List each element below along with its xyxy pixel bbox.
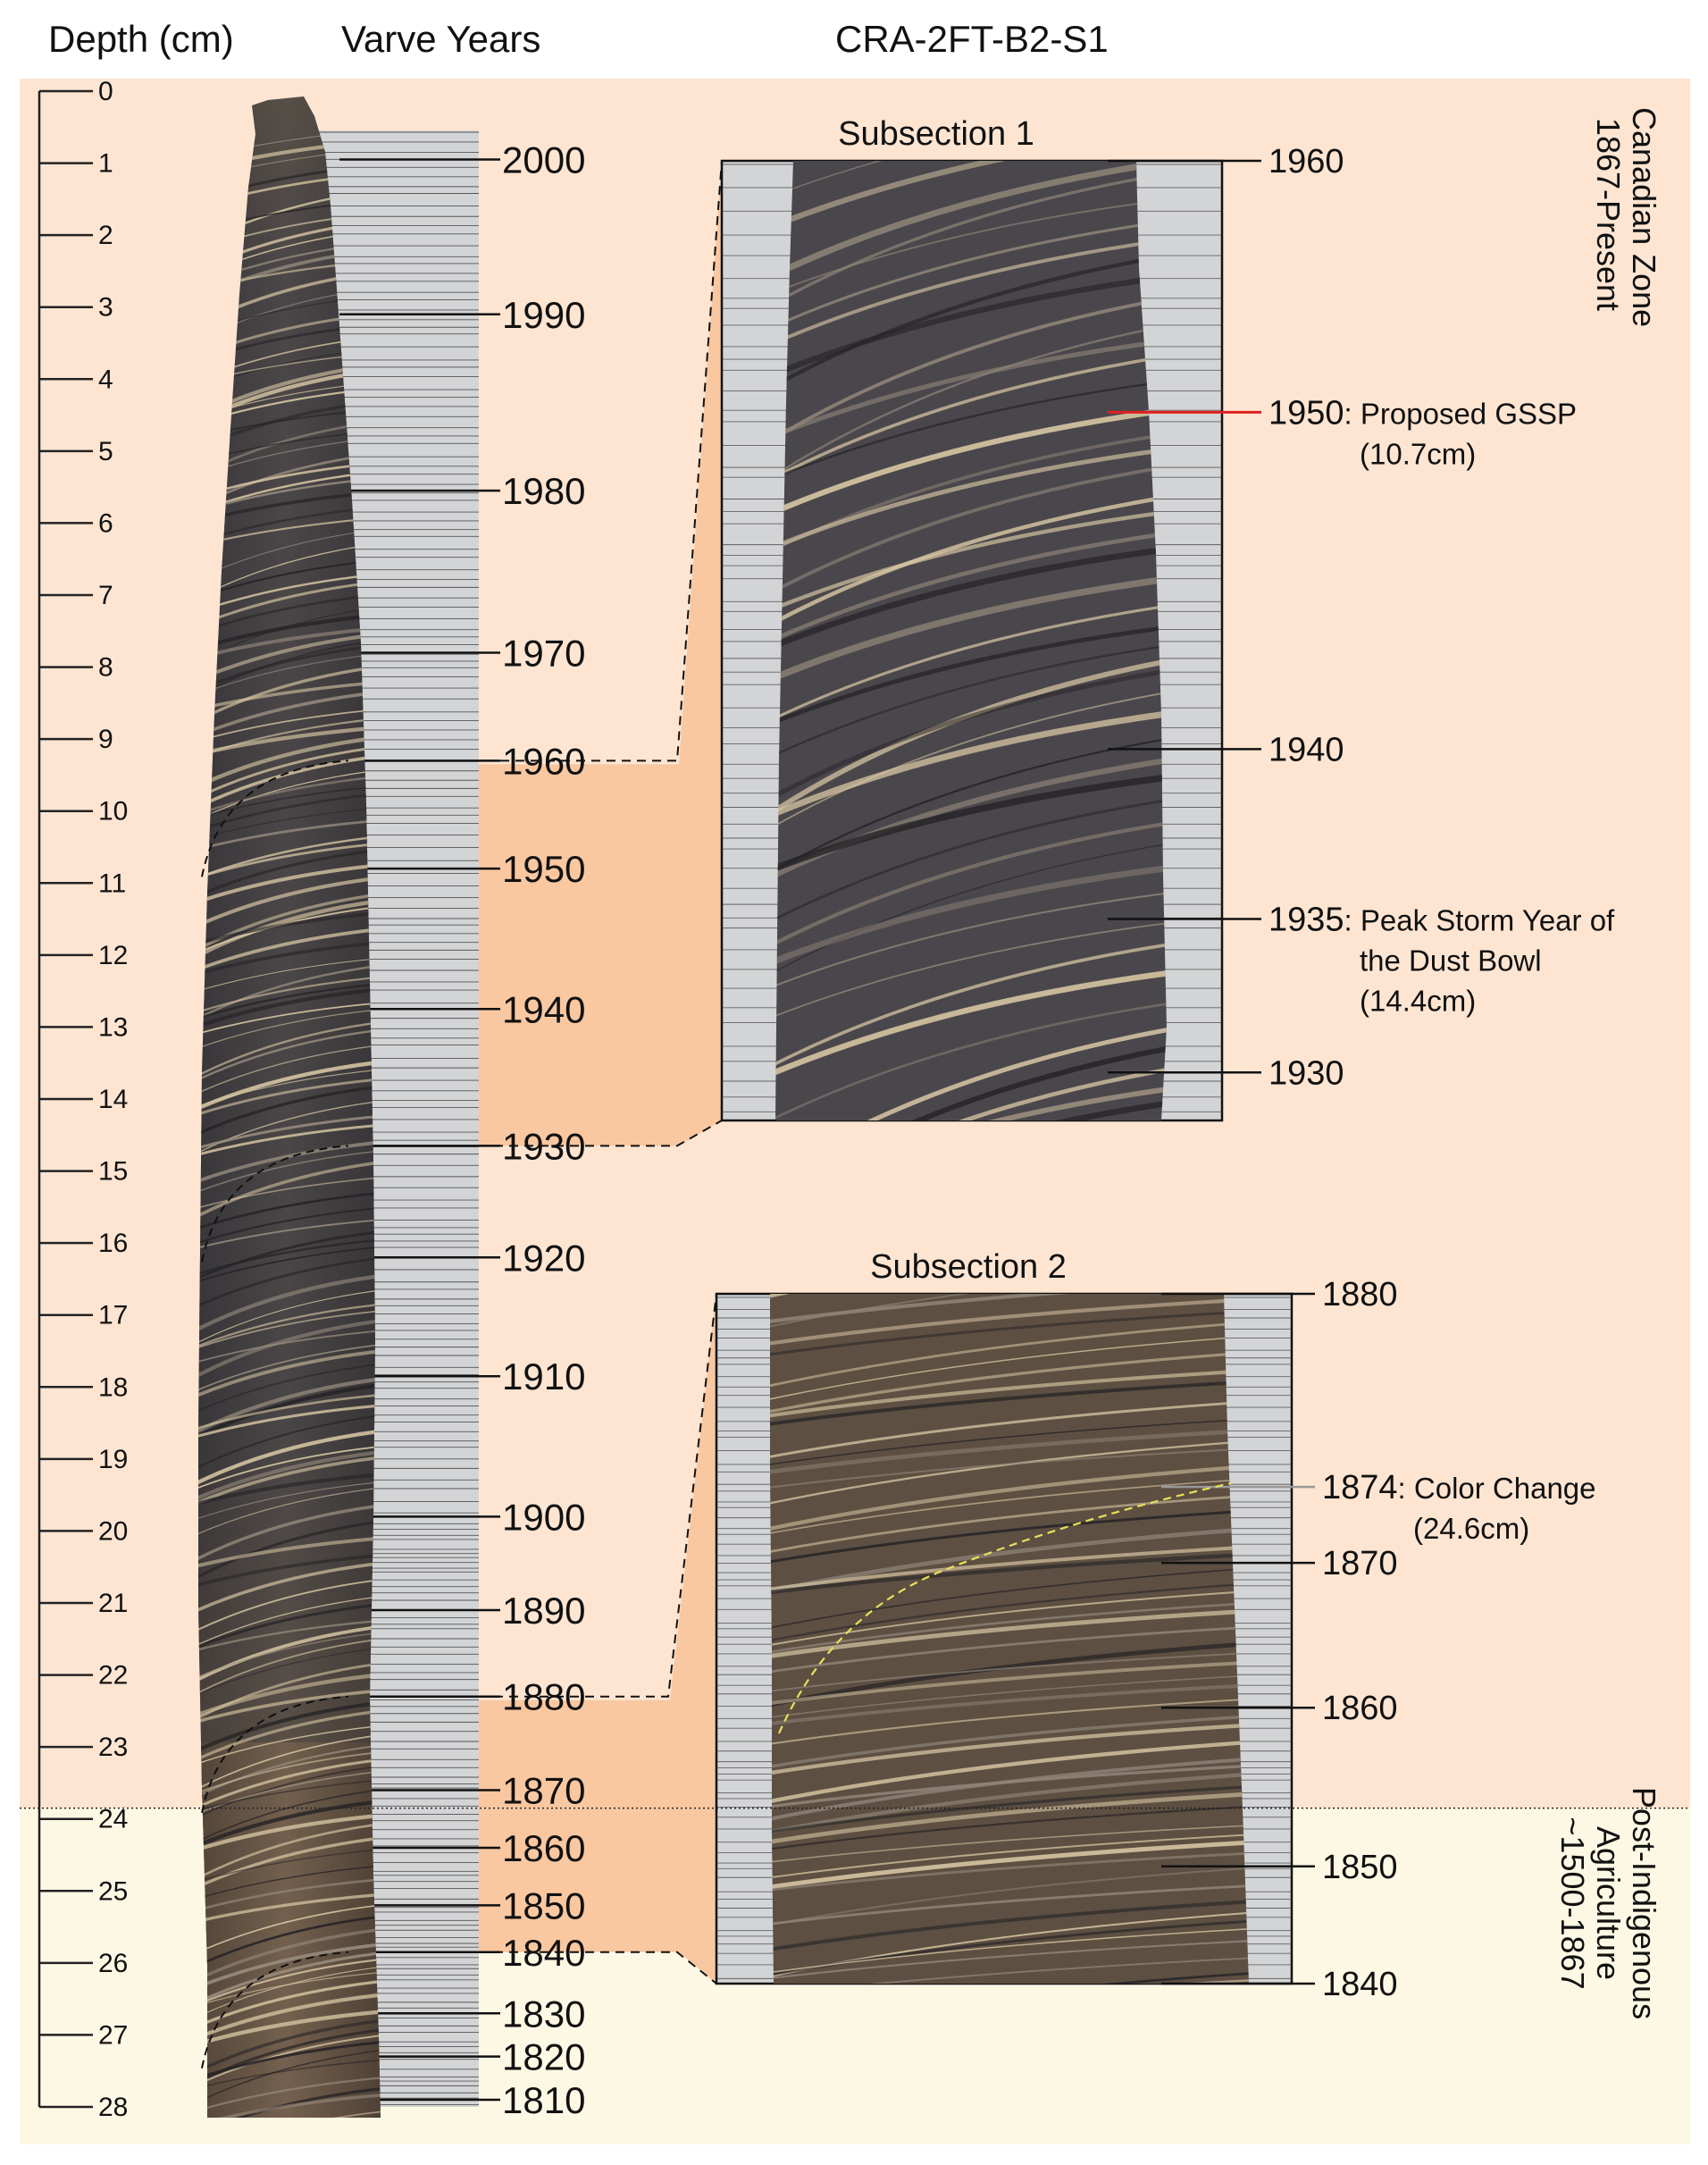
core-guide-1960: [201, 759, 349, 877]
varve-year-label: 1850: [502, 1884, 585, 1926]
subsection-year-label: 1880: [1322, 1276, 1398, 1313]
core-guide-1840: [201, 1951, 349, 2068]
varve-year-label: 1940: [502, 988, 585, 1030]
depth-axis: 0123456789101112131415161718192021222324…: [38, 77, 128, 2122]
subsection-year-label: 1840: [1322, 1966, 1398, 2003]
varve-year-label: 1910: [502, 1355, 585, 1397]
subsection-year-label: 1930: [1268, 1054, 1344, 1092]
core-guide-1880: [201, 1695, 349, 1813]
depth-tick-label: 13: [98, 1012, 128, 1042]
varve-year-label: 1890: [502, 1590, 585, 1632]
varve-year-label: 1820: [502, 2036, 585, 2078]
varve-year-label: 1930: [502, 1125, 585, 1167]
depth-tick-label: 26: [98, 1949, 128, 1978]
varve-year-label: 2000: [502, 139, 585, 181]
depth-tick-label: 21: [98, 1589, 128, 1618]
varve-year-label: 1840: [502, 1932, 585, 1974]
depth-axis-header: Depth (cm): [48, 18, 234, 60]
depth-tick-label: 9: [98, 725, 113, 754]
varve-year-label: 1830: [502, 1993, 585, 2035]
color-change-guide: [777, 1481, 1232, 1734]
zone-label-post-indigenous: Post-Indigenous Agriculture ~1500-1867: [1554, 1786, 1662, 2020]
depth-tick-label: 24: [98, 1805, 128, 1834]
varve-year-label: 1980: [502, 470, 585, 512]
subsection-year-label: 1874: Color Change: [1322, 1469, 1596, 1506]
depth-tick-label: 18: [98, 1372, 128, 1402]
subsection-year-label: 1940: [1268, 731, 1344, 768]
depth-tick-label: 2: [98, 221, 113, 250]
varve-year-label: 1870: [502, 1769, 585, 1811]
varve-year-label: 1960: [502, 740, 585, 782]
subsection-note: the Dust Bowl: [1360, 944, 1542, 977]
varve-year-label: 1920: [502, 1237, 585, 1279]
core-id-header: CRA-2FT-B2-S1: [835, 18, 1109, 60]
subsection-note: (10.7cm): [1360, 437, 1476, 470]
subsection-year-label: 1960: [1268, 143, 1344, 180]
depth-tick-label: 15: [98, 1157, 128, 1187]
subsection-note: (14.4cm): [1360, 984, 1476, 1017]
depth-tick-label: 19: [98, 1445, 128, 1474]
subsection-title: Subsection 2: [870, 1248, 1067, 1286]
depth-tick-label: 16: [98, 1229, 128, 1258]
depth-tick-label: 4: [98, 365, 113, 394]
subsection-year-label: 1860: [1322, 1690, 1398, 1727]
varve-year-label: 1860: [502, 1827, 585, 1869]
depth-tick-label: 3: [98, 293, 113, 323]
varve-year-label: 1880: [502, 1676, 585, 1718]
depth-tick-label: 0: [98, 77, 113, 106]
subsection-year-label: 1870: [1322, 1545, 1398, 1582]
varve-year-label: 1970: [502, 632, 585, 674]
depth-tick-label: 28: [98, 2093, 128, 2122]
subsection-year-label: 1935: Peak Storm Year of: [1268, 901, 1615, 938]
subsection-year-label: 1950: Proposed GSSP: [1268, 394, 1577, 432]
depth-tick-label: 22: [98, 1661, 128, 1691]
depth-tick-label: 8: [98, 653, 113, 683]
subsection-1: Subsection 1 1960 1950: Proposed GSSP (10.7…: [720, 115, 1615, 1122]
depth-tick-label: 5: [98, 437, 113, 466]
depth-tick-label: 10: [98, 797, 128, 827]
varve-year-label: 1900: [502, 1496, 585, 1538]
depth-tick-label: 11: [98, 869, 126, 898]
depth-tick-label: 20: [98, 1516, 128, 1546]
depth-tick-label: 7: [98, 581, 113, 610]
depth-tick-label: 1: [98, 149, 113, 179]
depth-tick-label: 27: [98, 2020, 128, 2050]
varve-year-label: 1950: [502, 848, 585, 890]
depth-tick-label: 12: [98, 941, 128, 970]
depth-tick-label: 14: [98, 1085, 128, 1114]
subsection-1-link-band: [479, 161, 722, 1146]
zone-label-canadian: Canadian Zone 1867-Present: [1590, 107, 1662, 328]
subsection-2: Subsection 2 1880 1874: Color Change (24.6c…: [715, 1248, 1596, 2003]
varve-year-label: 1810: [502, 2079, 585, 2121]
depth-tick-label: 17: [98, 1301, 128, 1330]
varve-year-label: 1990: [502, 294, 585, 336]
depth-tick-label: 25: [98, 1876, 128, 1906]
subsection-year-label: 1850: [1322, 1849, 1398, 1886]
core-guide-1930: [201, 1145, 349, 1263]
varve-years-header: Varve Years: [341, 18, 541, 60]
depth-tick-label: 23: [98, 1733, 128, 1762]
subsection-2-link-band: [479, 1294, 716, 1984]
subsection-title: Subsection 1: [838, 115, 1034, 153]
depth-tick-label: 6: [98, 508, 113, 538]
subsection-note: (24.6cm): [1413, 1512, 1529, 1545]
subsection-2-connector-top: [357, 1293, 717, 1698]
